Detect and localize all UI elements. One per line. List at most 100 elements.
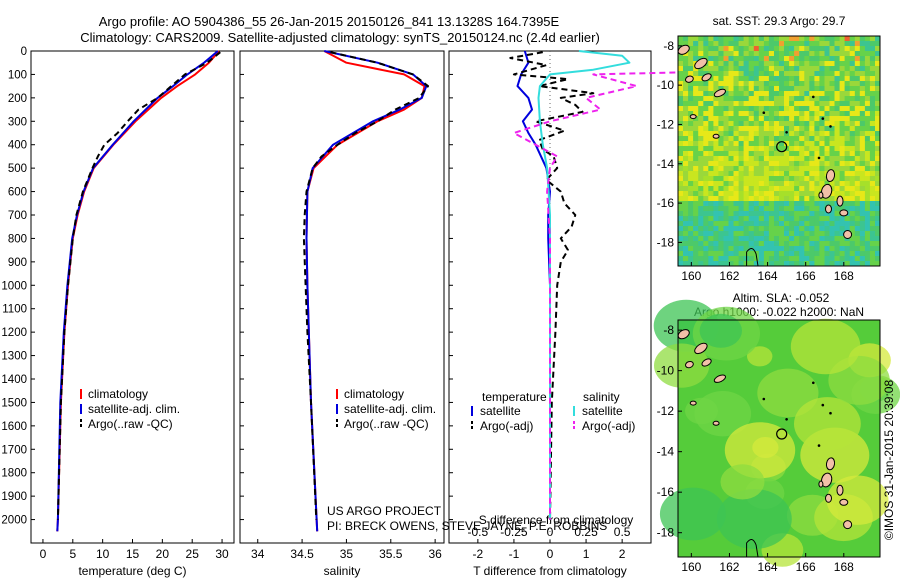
sst-cell [864,171,871,177]
x-tick-label: 0 [547,547,554,561]
x-tick-label: 34 [251,547,265,561]
sst-cell [713,251,719,257]
sst-cell [758,141,765,147]
sst-cell [779,171,785,177]
sst-cell [774,136,780,142]
sst-cell [864,136,871,142]
sst-cell [804,131,810,137]
sst-cell [864,91,871,97]
sst-cell [774,156,780,162]
sst-cell [723,81,729,87]
sst-cell [713,56,719,62]
sst-cell [809,91,815,97]
sst-cell [829,126,835,132]
reef-dot [785,131,788,134]
sst-cell [703,151,709,157]
sst-cell [789,166,795,172]
sst-cell [718,231,724,237]
sst-cell [824,201,830,207]
sst-cell [875,161,881,167]
sst-cell [854,76,861,82]
sst-cell [804,231,810,237]
sst-cell [849,191,856,197]
sst-cell [824,136,830,142]
sst-cell [784,101,790,107]
sst-cell [763,51,770,57]
sst-cell [849,246,856,252]
sst-cell [774,176,780,182]
y-tick-label: 600 [8,187,27,199]
sst-cell [688,221,694,227]
sst-cell [839,136,846,142]
sst-cell [844,206,851,212]
sst-cell [794,176,800,182]
sst-cell [859,176,866,182]
sst-cell [824,196,830,202]
sst-cell [784,41,790,47]
sst-cell [768,156,775,162]
sst-cell [748,201,755,207]
sst-cell [864,56,871,62]
sst-cell [814,76,820,82]
map-y-tick-label: -14 [657,445,675,459]
sst-cell [768,221,775,227]
sst-cell [844,66,851,72]
sst-cell [703,211,709,217]
sst-cell [728,171,734,177]
sst-cell [804,201,810,207]
sst-cell [693,181,699,187]
sst-cell [763,56,770,62]
sst-cell [804,106,810,112]
sst-cell [779,61,785,67]
sst-cell [784,81,790,87]
sst-cell [875,76,881,82]
x-tick-label: 35 [340,547,354,561]
sst-cell [784,231,790,237]
map-x-tick-label: 162 [719,560,739,574]
sst-cell [829,51,835,57]
sst-cell [763,76,770,82]
sst-cell [753,56,760,62]
sst-cell [774,186,780,192]
sst-cell [748,81,755,87]
sst-cell [738,246,745,252]
sst-cell [864,116,871,122]
sst-cell [723,66,729,72]
sst-cell [809,246,815,252]
sst-cell [768,166,775,172]
sst-cell [804,146,810,152]
sst-cell [854,141,861,147]
sst-cell [859,156,866,162]
sst-cell [875,86,881,92]
sst-cell [859,206,866,212]
sst-cell [809,256,815,262]
sst-cell [824,56,830,62]
sst-cell [698,106,704,112]
sst-cell [693,171,699,177]
sst-cell [774,121,780,127]
sst-cell [748,186,755,192]
sst-cell [728,51,734,57]
sst-cell [784,201,790,207]
sst-cell [849,96,856,102]
island-shape [694,57,708,70]
sst-cell [743,61,750,67]
temperature-xlabel: temperature (deg C) [78,564,186,578]
sst-cell [819,201,825,207]
sst-cell [728,156,734,162]
sst-cell [698,166,704,172]
sst-cell [713,151,719,157]
sst-cell [688,146,694,152]
differences-xlabel: T difference from climatology [473,564,627,578]
sst-cell [799,246,805,252]
sst-cell [844,141,851,147]
sst-cell [789,71,795,77]
sst-cell [799,201,805,207]
sst-cell [824,126,830,132]
sst-cell [763,156,770,162]
sst-cell [728,91,734,97]
sst-cell [683,86,689,92]
sst-cell [728,146,734,152]
sst-cell [728,126,734,132]
sst-cell [693,166,699,172]
